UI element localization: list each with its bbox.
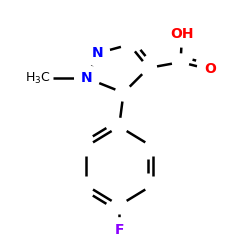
Circle shape: [198, 57, 222, 82]
Circle shape: [170, 22, 194, 46]
Text: F: F: [114, 223, 124, 237]
Circle shape: [75, 66, 99, 90]
Text: N: N: [92, 46, 103, 60]
Circle shape: [107, 218, 132, 242]
Circle shape: [85, 41, 110, 66]
Text: OH: OH: [170, 27, 194, 41]
Text: H$_3$C: H$_3$C: [25, 71, 50, 86]
Text: O: O: [204, 62, 216, 76]
Text: N: N: [81, 71, 93, 85]
